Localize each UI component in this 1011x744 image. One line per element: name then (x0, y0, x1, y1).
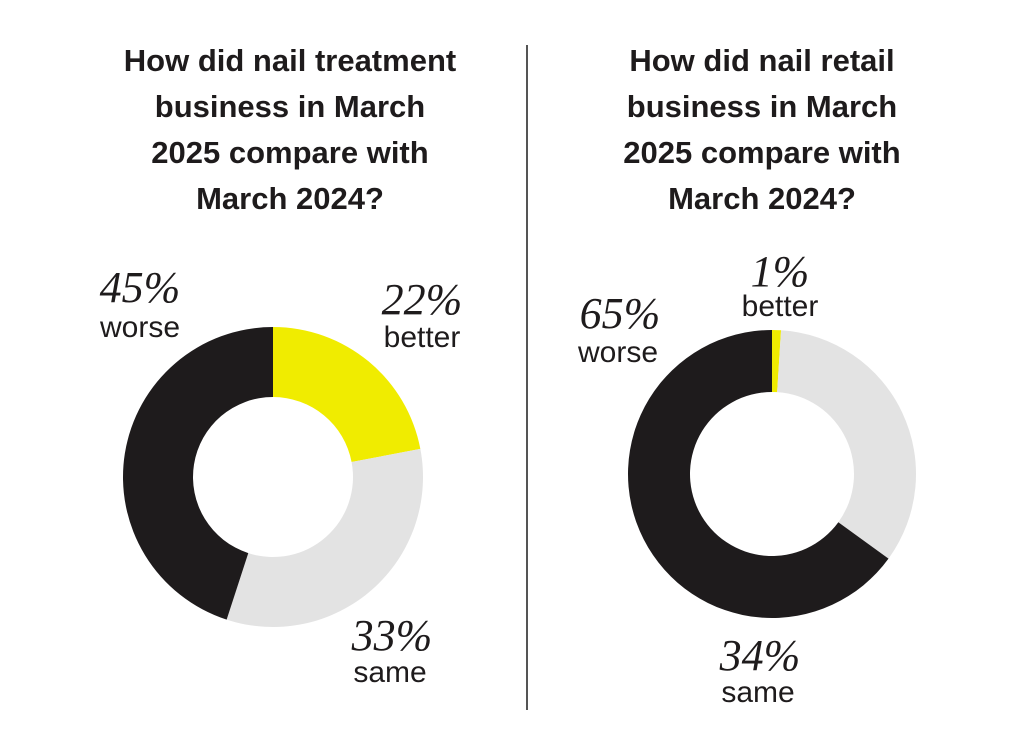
right-better-value: 1% (750, 247, 810, 296)
title-line: 2025 compare with (151, 135, 429, 170)
right-donut-slice-worse (627, 330, 889, 619)
title-line: 2025 compare with (623, 135, 901, 170)
right-same-value: 34% (719, 631, 801, 680)
title-line: business in March (154, 89, 426, 124)
left-donut-slice-better (273, 327, 421, 463)
right-worse-value: 65% (579, 289, 661, 338)
title-line: March 2024? (668, 181, 856, 216)
title-line: March 2024? (196, 181, 384, 216)
left-better-value: 22% (381, 275, 463, 324)
left-donut-slice-worse (123, 327, 273, 620)
left-chart-title: How did nail treatment business in March… (80, 38, 500, 222)
title-line: How did nail retail (629, 43, 895, 78)
right-donut-slice-same (777, 330, 917, 559)
right-better-label: better (741, 290, 819, 323)
title-line: How did nail treatment (123, 43, 457, 78)
right-same-label: same (721, 676, 795, 709)
left-worse-value: 45% (99, 263, 181, 312)
right-worse-label: worse (577, 336, 659, 369)
left-better-label: better (383, 321, 461, 354)
divider (526, 45, 528, 710)
right-donut-slice-better (772, 330, 782, 393)
left-donut-slice-same (226, 448, 423, 627)
left-same-label: same (353, 656, 427, 689)
right-chart-title: How did nail retail business in March 20… (552, 38, 972, 222)
title-line: business in March (626, 89, 898, 124)
left-same-value: 33% (351, 611, 433, 660)
left-worse-label: worse (99, 311, 181, 344)
